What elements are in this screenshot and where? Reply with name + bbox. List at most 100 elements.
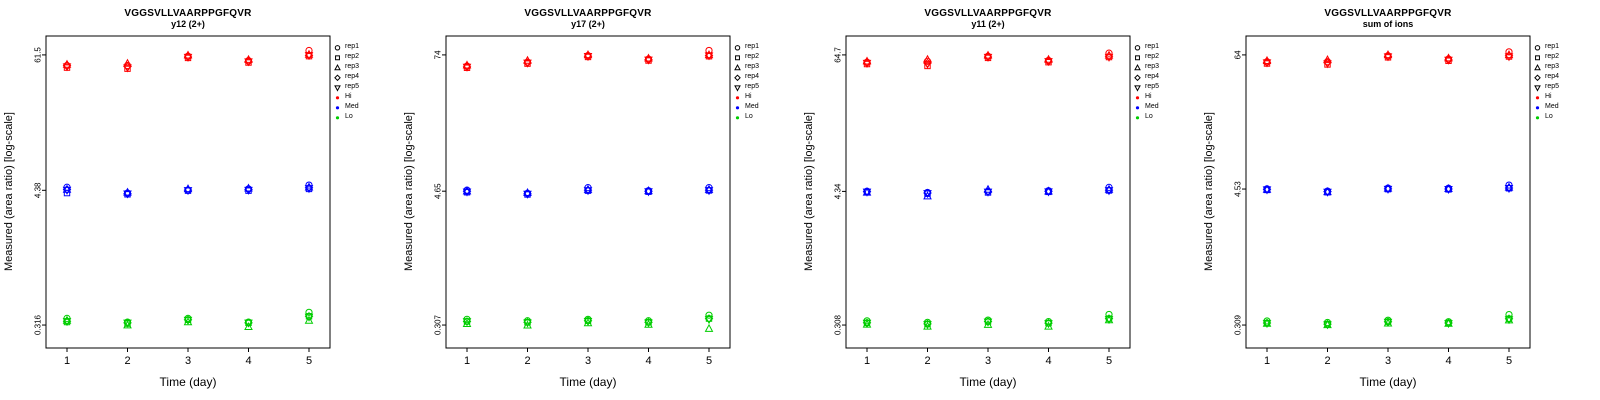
legend-symbol-hi-icon [335, 95, 340, 99]
x-tick-label: 4 [1445, 355, 1451, 367]
legend-item-lo: Lo [1133, 112, 1159, 122]
legend-symbol-rep1-icon [734, 44, 741, 51]
panel-subtitle: y17 (2+) [571, 19, 605, 29]
panel-subtitle: y11 (2+) [971, 19, 1005, 29]
x-tick-label: 1 [464, 355, 470, 367]
point-med-day4-rep5 [244, 186, 253, 195]
point-med-day3-rep5 [183, 187, 193, 196]
legend-symbol-rep3-icon [334, 63, 341, 70]
x-tick-label: 3 [185, 355, 191, 367]
panel-title: VGGSVLLVAARPPGFQVR [524, 8, 652, 19]
x-tick-label: 3 [1385, 355, 1391, 367]
panel-subtitle: y12 (2+) [171, 19, 205, 29]
point-hi-day2-rep3 [123, 58, 132, 67]
y-tick-label: 61.5 [34, 47, 43, 63]
legend-label-rep2: rep2 [1145, 53, 1160, 60]
point-lo-day2-rep3 [523, 320, 532, 329]
legend-label-med: Med [1545, 103, 1559, 110]
point-lo-day2-rep5 [1323, 321, 1332, 330]
legend-label-rep4: rep4 [1145, 73, 1160, 80]
legend-symbol-rep2-icon [735, 54, 740, 60]
legend-symbol-rep4-icon [734, 74, 741, 81]
legend-item-rep3: rep3 [1133, 62, 1159, 72]
x-tick-label: 4 [645, 355, 651, 367]
y-tick-label: 74 [434, 50, 443, 59]
legend-symbol-rep3-icon [1134, 63, 1141, 70]
point-lo-day3-rep5 [583, 317, 593, 327]
legend-label-lo: Lo [745, 113, 753, 120]
point-hi-day2-rep3 [923, 54, 932, 63]
plot-area: 0.307 4.65 74 1 2 3 4 5 [434, 35, 731, 367]
legend-symbol-hi-icon [1135, 95, 1140, 99]
legend-item-rep3: rep3 [1533, 62, 1559, 72]
point-med-day1-rep5 [62, 186, 72, 195]
point-med-day4-rep3 [644, 186, 653, 195]
x-tick-label: 1 [864, 355, 870, 367]
legend-item-hi: Hi [1533, 92, 1559, 102]
legend-symbol-rep2-icon [335, 54, 340, 60]
point-med-day5-rep5 [304, 185, 314, 194]
x-tick-label: 1 [64, 355, 70, 367]
legend-label-rep5: rep5 [1145, 83, 1160, 90]
point-lo-day3-rep3 [983, 319, 993, 328]
legend-item-hi: Hi [333, 92, 359, 102]
point-lo-day5-rep1 [1505, 310, 1513, 319]
legend-label-rep1: rep1 [345, 43, 360, 50]
legend-symbol-rep2-icon [1135, 54, 1140, 60]
point-lo-day1-rep5 [462, 318, 472, 327]
legend-label-rep4: rep4 [345, 73, 360, 80]
legend: rep1 rep2 rep3 rep4 rep5 Hi Med Lo [333, 42, 359, 122]
legend-label-rep1: rep1 [745, 43, 760, 50]
point-hi-day2-rep5 [923, 60, 932, 69]
point-hi-day5-rep5 [704, 52, 714, 61]
legend-symbol-lo-icon [335, 115, 340, 119]
point-med-day5-rep3 [704, 184, 714, 193]
point-hi-day3-rep5 [1383, 53, 1393, 62]
point-med-day4-rep5 [644, 188, 653, 197]
point-lo-day2-rep5 [923, 321, 932, 330]
legend-label-rep2: rep2 [345, 53, 360, 60]
legend-label-rep3: rep3 [1545, 63, 1560, 70]
point-hi-day2-rep5 [1323, 60, 1332, 69]
legend-symbol-rep1-icon [334, 44, 341, 51]
point-lo-day2-rep5 [523, 319, 532, 328]
legend-label-lo: Lo [1145, 113, 1153, 120]
point-med-day5-rep3 [1104, 184, 1114, 193]
point-med-day3-rep3 [583, 184, 593, 193]
y-tick-label: 4.53 [1234, 181, 1243, 197]
legend-label-rep5: rep5 [745, 83, 760, 90]
panel-title: VGGSVLLVAARPPGFQVR [124, 8, 252, 19]
point-lo-day4-rep3 [1044, 321, 1053, 330]
point-hi-day1-rep5 [62, 63, 72, 72]
legend-symbol-rep1-icon [1134, 44, 1141, 51]
x-tick-label: 5 [706, 355, 712, 367]
legend-symbol-rep5-icon [334, 84, 341, 92]
legend-label-hi: Hi [345, 93, 352, 100]
point-hi-day5-rep5 [1104, 53, 1114, 62]
legend-label-rep4: rep4 [1545, 73, 1560, 80]
legend-item-rep1: rep1 [1533, 42, 1559, 52]
legend-item-rep3: rep3 [733, 62, 759, 72]
point-lo-day1-rep5 [62, 318, 72, 327]
legend: rep1 rep2 rep3 rep4 rep5 Hi Med Lo [1133, 42, 1159, 122]
point-med-day3-rep5 [1383, 185, 1393, 194]
y-tick-label: 0.307 [434, 314, 443, 335]
x-tick-label: 3 [585, 355, 591, 367]
point-hi-day2-rep4 [923, 58, 932, 68]
legend-item-hi: Hi [1133, 92, 1159, 102]
x-axis-label: Time (day) [959, 375, 1017, 389]
point-hi-day4-rep5 [244, 58, 253, 67]
point-lo-day1-rep5 [1262, 320, 1272, 329]
x-tick-label: 4 [1045, 355, 1051, 367]
legend-label-rep2: rep2 [745, 53, 760, 60]
x-tick-label: 2 [524, 355, 530, 367]
point-med-day5-rep1 [305, 181, 313, 189]
point-lo-day3-rep5 [983, 318, 993, 327]
panel-y12: VGGSVLLVAARPPGFQVR y12 (2+) Measured (ar… [0, 0, 400, 400]
point-hi-day2-rep3 [1323, 55, 1332, 64]
x-tick-label: 2 [924, 355, 930, 367]
y-tick-label: 0.309 [1234, 314, 1243, 335]
y-tick-label: 64 [1234, 50, 1243, 59]
point-lo-day5-rep5 [1104, 316, 1114, 325]
